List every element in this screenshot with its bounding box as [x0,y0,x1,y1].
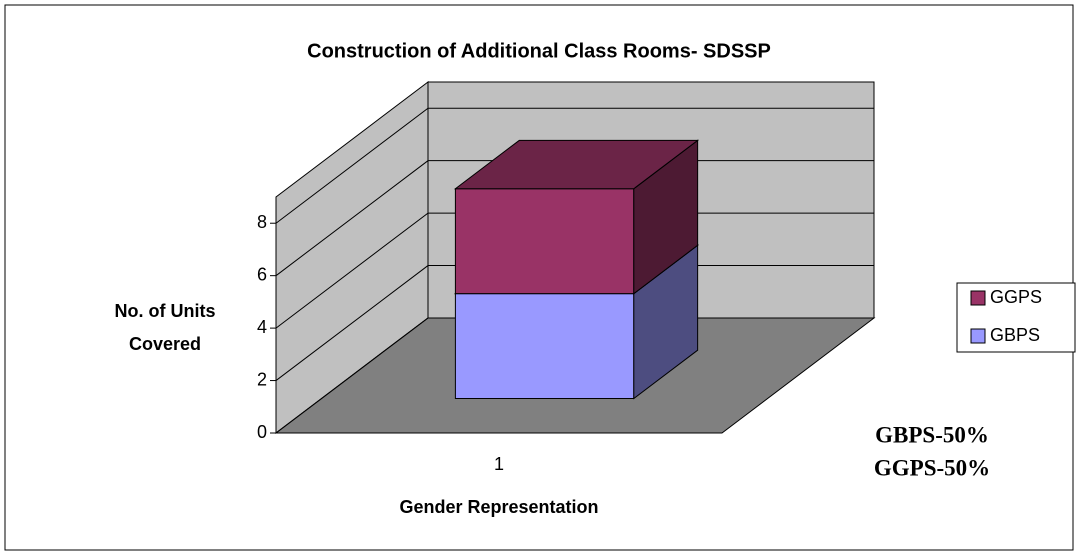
y-tick-label: 8 [257,212,267,232]
bar-segment-front [454,188,635,295]
legend-label: GBPS [990,325,1040,345]
annotation: GBPS-50% [875,422,989,447]
x-axis-title: Gender Representation [399,497,598,517]
bar-segment-front [454,293,635,399]
chart-title: Construction of Additional Class Rooms- … [307,40,771,62]
bar-segment-top [453,139,700,190]
grid-line [275,107,874,224]
y-tick-label: 2 [257,369,267,389]
grid-line [275,160,874,277]
grid-line [275,265,874,381]
legend-swatch [970,290,986,306]
y-tick-label: 6 [257,264,267,284]
x-tick-label: 1 [494,454,504,474]
grid-line [275,317,874,434]
legend-swatch [970,328,986,344]
y-tick-label: 4 [257,317,267,337]
annotation: GGPS-50% [874,455,990,480]
y-tick-label: 0 [257,422,267,442]
legend-label: GGPS [990,287,1042,307]
grid-line [275,212,874,329]
y-axis-title: No. of Units Covered [114,301,216,354]
